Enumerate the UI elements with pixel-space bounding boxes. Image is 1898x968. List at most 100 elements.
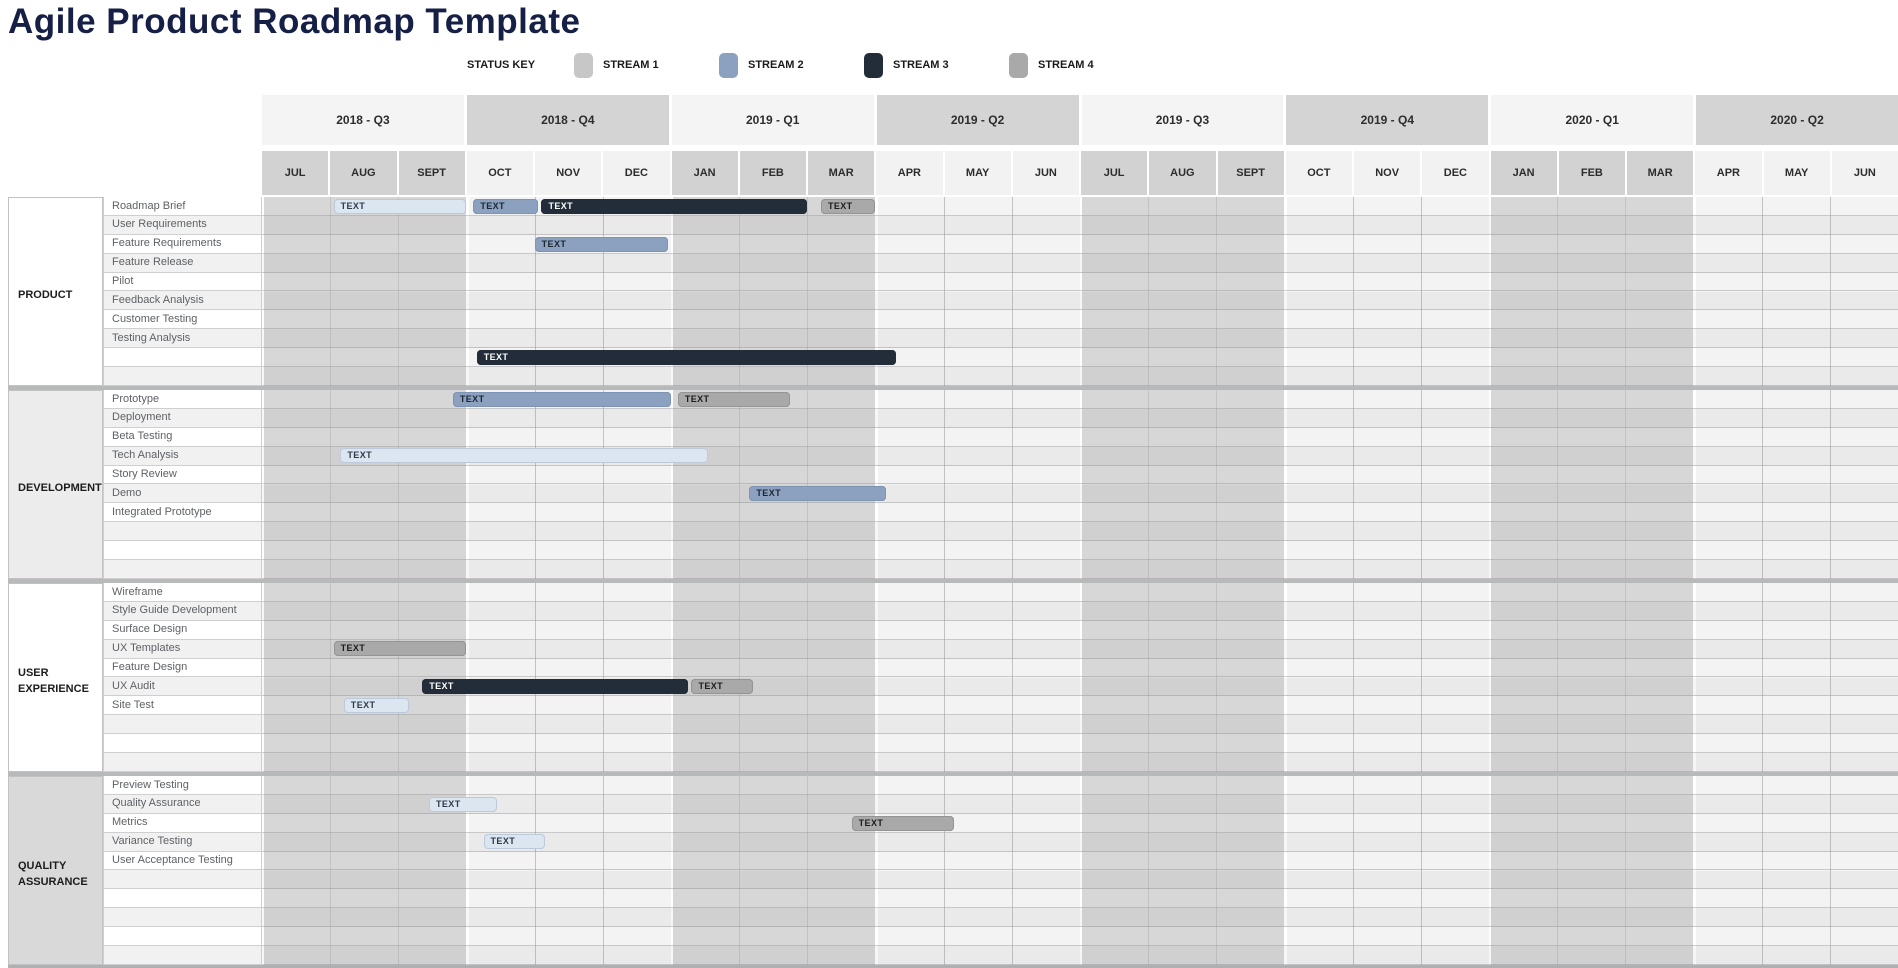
- task-cell[interactable]: [103, 715, 262, 735]
- gantt-bar[interactable]: TEXT: [851, 815, 954, 831]
- month-header-cell[interactable]: SEPT: [1217, 151, 1286, 195]
- gantt-bar[interactable]: TEXT: [473, 198, 539, 214]
- month-header-cell[interactable]: APR: [876, 151, 945, 195]
- task-cell[interactable]: [103, 927, 262, 947]
- task-cell[interactable]: Tech Analysis: [103, 446, 262, 466]
- task-cell[interactable]: Style Guide Development: [103, 601, 262, 621]
- month-header-cell[interactable]: MAR: [1627, 151, 1696, 195]
- month-header-cell[interactable]: FEB: [739, 151, 808, 195]
- task-cell[interactable]: User Acceptance Testing: [103, 851, 262, 871]
- task-cell[interactable]: Customer Testing: [103, 310, 262, 330]
- gantt-bar[interactable]: TEXT: [820, 198, 876, 214]
- gantt-bar[interactable]: TEXT: [534, 236, 668, 252]
- gantt-bar[interactable]: TEXT: [483, 834, 545, 850]
- task-cell[interactable]: [103, 541, 262, 561]
- task-cell[interactable]: Variance Testing: [103, 832, 262, 852]
- task-cell[interactable]: [103, 348, 262, 368]
- task-cell[interactable]: Feature Release: [103, 253, 262, 273]
- task-cell[interactable]: Feature Design: [103, 658, 262, 678]
- month-header-cell[interactable]: AUG: [1149, 151, 1218, 195]
- month-header-cell[interactable]: JAN: [1490, 151, 1559, 195]
- gantt-bar[interactable]: TEXT: [677, 391, 791, 407]
- month-header-cell[interactable]: APR: [1695, 151, 1764, 195]
- task-cell[interactable]: Feedback Analysis: [103, 291, 262, 311]
- gantt-bar[interactable]: TEXT: [333, 641, 467, 657]
- month-header-cell[interactable]: OCT: [1285, 151, 1354, 195]
- task-cell[interactable]: [103, 753, 262, 772]
- task-cell[interactable]: Deployment: [103, 408, 262, 428]
- month-header-cell[interactable]: MAY: [944, 151, 1013, 195]
- timeline-month-column: [1011, 583, 1080, 772]
- task-cell[interactable]: [103, 560, 262, 579]
- month-header-cell[interactable]: NOV: [535, 151, 604, 195]
- timeline-area: TEXT TEXT TEXT TEXT: [262, 583, 1898, 772]
- quarter-header-cell[interactable]: 2020 - Q1: [1491, 95, 1697, 145]
- month-header-cell[interactable]: DEC: [603, 151, 672, 195]
- timeline-month-column: [739, 776, 808, 965]
- group-label[interactable]: PRODUCT: [8, 197, 103, 386]
- gantt-bar[interactable]: TEXT: [749, 486, 886, 502]
- group-label[interactable]: USER EXPERIENCE: [8, 583, 103, 772]
- status-key-swatch: [1009, 52, 1028, 78]
- task-cell[interactable]: Preview Testing: [103, 776, 262, 795]
- task-cell[interactable]: Testing Analysis: [103, 329, 262, 349]
- task-cell[interactable]: Feature Requirements: [103, 234, 262, 254]
- task-cell[interactable]: [103, 946, 262, 965]
- task-cell[interactable]: Surface Design: [103, 620, 262, 640]
- group-label[interactable]: DEVELOPMENT: [8, 390, 103, 579]
- gantt-bar[interactable]: TEXT: [333, 198, 467, 214]
- month-header-cell[interactable]: OCT: [466, 151, 535, 195]
- task-cell[interactable]: [103, 367, 262, 386]
- task-cell[interactable]: Beta Testing: [103, 427, 262, 447]
- task-cell[interactable]: Wireframe: [103, 583, 262, 602]
- task-cell[interactable]: [103, 870, 262, 890]
- gantt-bar[interactable]: TEXT: [691, 679, 753, 695]
- quarter-header-cell[interactable]: 2020 - Q2: [1696, 95, 1898, 145]
- task-cell[interactable]: User Requirements: [103, 215, 262, 235]
- month-header-cell[interactable]: JUN: [1012, 151, 1081, 195]
- month-header-cell[interactable]: DEC: [1422, 151, 1491, 195]
- month-header-cell[interactable]: SEPT: [398, 151, 467, 195]
- month-header-cell[interactable]: MAR: [808, 151, 877, 195]
- group-label[interactable]: QUALITY ASSURANCE: [8, 776, 103, 965]
- gantt-bar[interactable]: TEXT: [343, 698, 409, 714]
- gantt-bar[interactable]: TEXT: [476, 349, 896, 365]
- gantt-bar[interactable]: TEXT: [452, 391, 671, 407]
- quarter-header-cell[interactable]: 2018 - Q4: [466, 95, 672, 145]
- task-cell[interactable]: Pilot: [103, 272, 262, 292]
- quarter-header-cell[interactable]: 2019 - Q3: [1081, 95, 1287, 145]
- gantt-bar[interactable]: TEXT: [340, 448, 709, 464]
- month-header-cell[interactable]: FEB: [1558, 151, 1627, 195]
- task-cell[interactable]: Site Test: [103, 696, 262, 716]
- month-header-cell[interactable]: AUG: [330, 151, 399, 195]
- task-cell[interactable]: [103, 908, 262, 928]
- task-cell[interactable]: Roadmap Brief: [103, 197, 262, 216]
- month-header-cell[interactable]: JUL: [262, 151, 331, 195]
- task-cell[interactable]: [103, 889, 262, 909]
- task-cell[interactable]: UX Templates: [103, 639, 262, 659]
- gantt-bar[interactable]: TEXT: [541, 198, 808, 214]
- task-cell[interactable]: [103, 734, 262, 754]
- task-cell[interactable]: Story Review: [103, 465, 262, 485]
- timeline-month-column: [1080, 583, 1149, 772]
- task-cell[interactable]: Demo: [103, 484, 262, 504]
- task-cell[interactable]: Prototype: [103, 390, 262, 409]
- task-cell[interactable]: UX Audit: [103, 677, 262, 697]
- status-key-item-label: STREAM 4: [1038, 59, 1094, 71]
- quarter-header-cell[interactable]: 2019 - Q1: [671, 95, 877, 145]
- task-cell[interactable]: [103, 522, 262, 542]
- task-cell[interactable]: Integrated Prototype: [103, 503, 262, 523]
- month-header-cell[interactable]: JAN: [671, 151, 740, 195]
- month-header-cell[interactable]: JUN: [1831, 151, 1898, 195]
- quarter-header-cell[interactable]: 2019 - Q2: [876, 95, 1082, 145]
- month-header-cell[interactable]: MAY: [1763, 151, 1832, 195]
- quarter-header-cell[interactable]: 2018 - Q3: [262, 95, 467, 145]
- task-cell[interactable]: Quality Assurance: [103, 794, 262, 814]
- timeline-month-column: [1489, 776, 1558, 965]
- month-header-cell[interactable]: NOV: [1354, 151, 1423, 195]
- month-header-cell[interactable]: JUL: [1081, 151, 1150, 195]
- gantt-bar[interactable]: TEXT: [422, 679, 689, 695]
- task-cell[interactable]: Metrics: [103, 813, 262, 833]
- gantt-bar[interactable]: TEXT: [429, 796, 498, 812]
- quarter-header-cell[interactable]: 2019 - Q4: [1286, 95, 1492, 145]
